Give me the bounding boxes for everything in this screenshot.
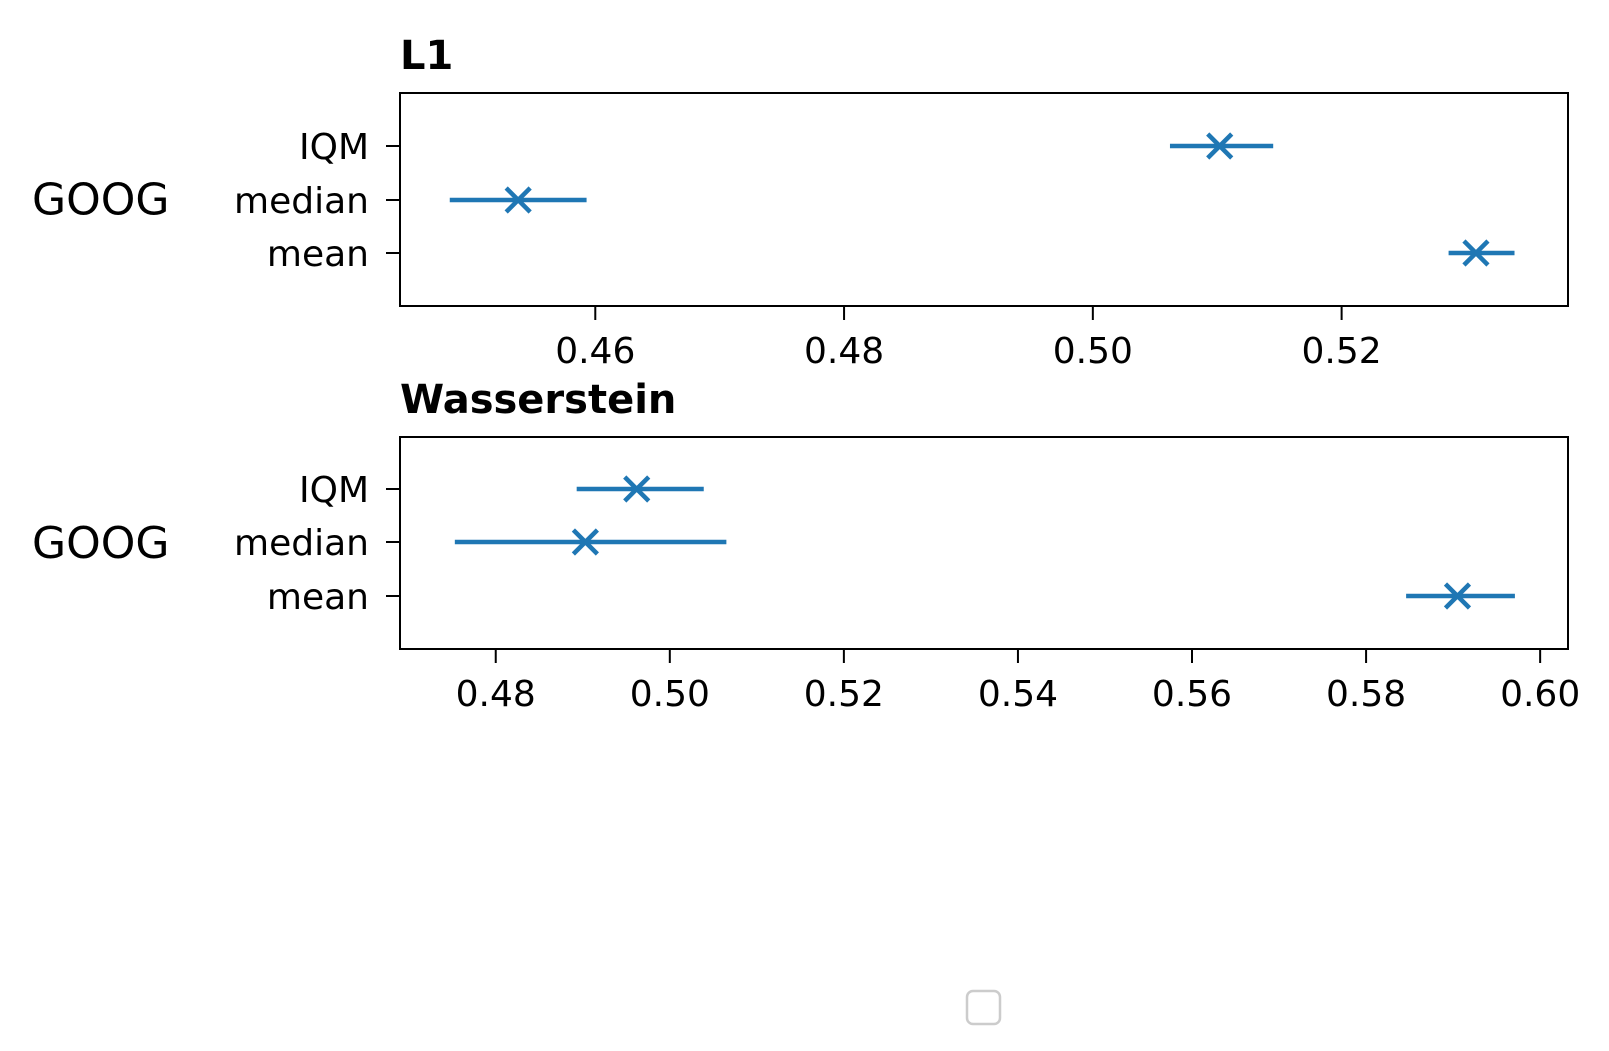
x-tick-label: 0.52: [1302, 331, 1382, 372]
x-tick-label: 0.48: [456, 674, 536, 715]
panel-l1: L1 GOOG IQM median mean 0.46 0.48 0.50 0.52: [32, 33, 1569, 372]
data-point: [1462, 239, 1490, 267]
data-point: [571, 528, 599, 556]
data-point: [504, 186, 532, 214]
x-tick-label: 0.58: [1326, 674, 1406, 715]
y-tick-label: mean: [267, 234, 369, 275]
legend-box: [965, 989, 1002, 1026]
panel-wasserstein: Wasserstein GOOG IQM median mean 0.48 0.50 0.52…: [32, 377, 1580, 715]
y-tick-label: IQM: [299, 470, 369, 511]
data-point: [623, 475, 651, 503]
x-tick-label: 0.48: [804, 331, 884, 372]
x-tick-label: 0.50: [1053, 331, 1133, 372]
x-tick-label: 0.52: [804, 674, 884, 715]
y-tick-label: median: [234, 181, 369, 222]
y-tick-label: median: [234, 523, 369, 564]
data-point: [1206, 132, 1234, 160]
x-tick-label: 0.50: [630, 674, 710, 715]
y-tick-label: IQM: [299, 127, 369, 168]
x-tick-label: 0.60: [1500, 674, 1580, 715]
panel-title: L1: [400, 33, 453, 79]
data-point: [1443, 582, 1472, 610]
panel-title: Wasserstein: [400, 377, 676, 423]
x-tick-label: 0.54: [978, 674, 1058, 715]
group-label: GOOG: [32, 518, 169, 569]
y-tick-label: mean: [267, 577, 369, 618]
x-tick-label: 0.56: [1152, 674, 1232, 715]
group-label: GOOG: [32, 175, 169, 226]
x-tick-label: 0.46: [555, 331, 635, 372]
